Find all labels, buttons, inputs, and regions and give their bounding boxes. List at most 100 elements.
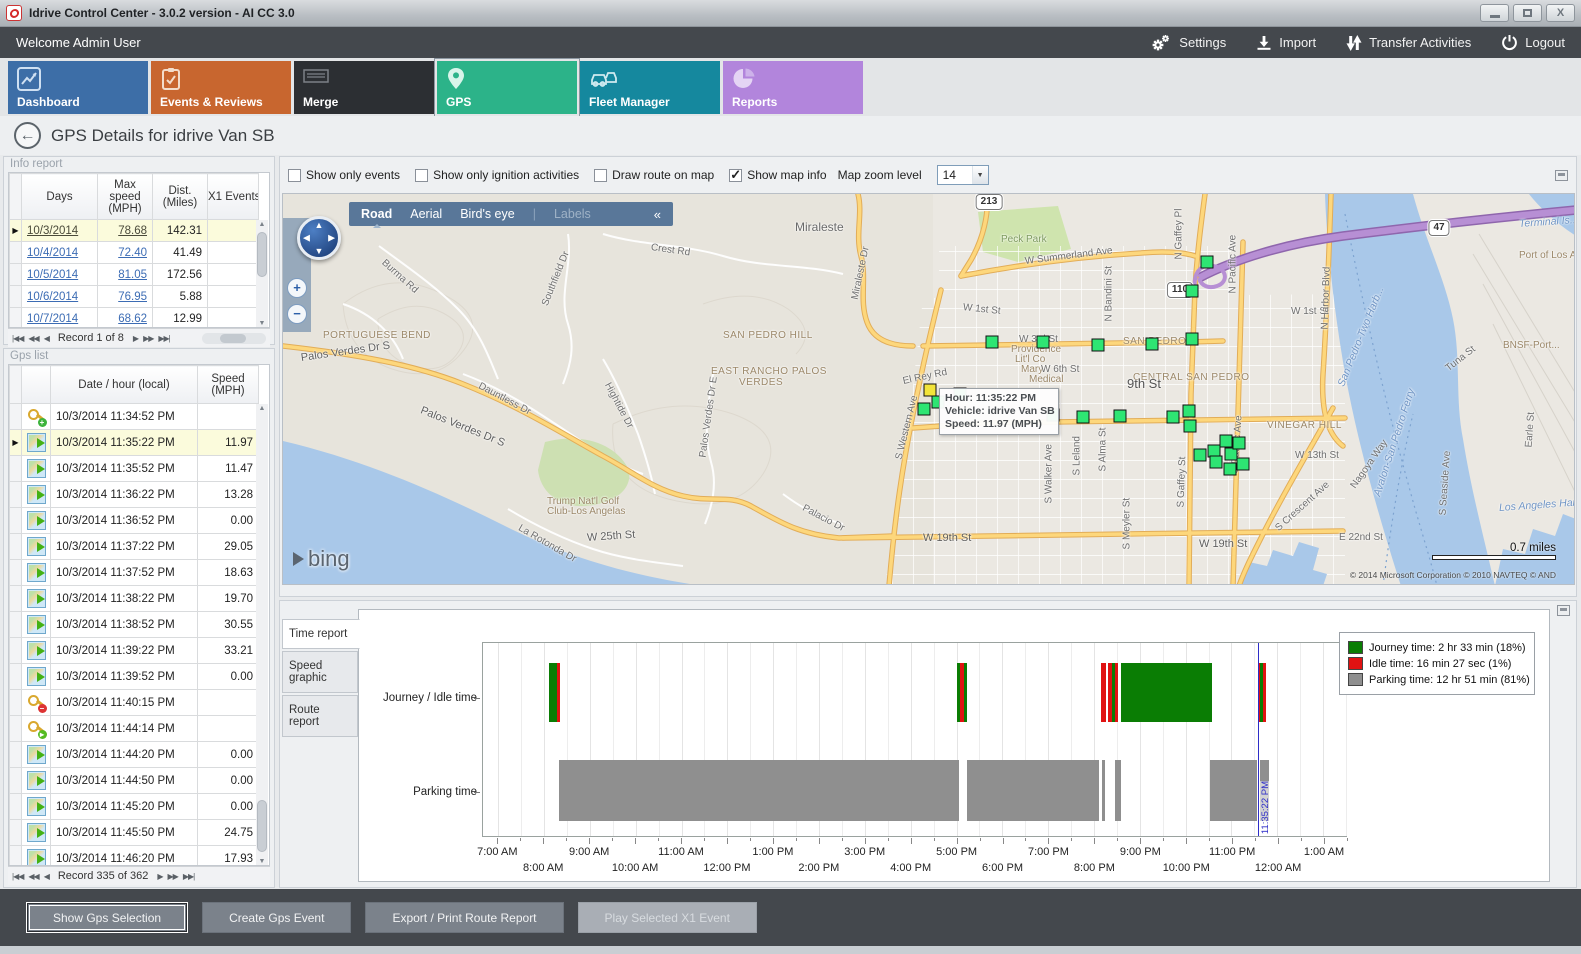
back-button[interactable]: ← xyxy=(14,122,41,149)
settings-button[interactable]: Settings xyxy=(1150,34,1226,52)
column-header-speed[interactable]: Speed (MPH) xyxy=(197,365,259,404)
create-gps-event-button[interactable]: Create Gps Event xyxy=(202,902,352,933)
checkbox-show-only-events[interactable]: Show only events xyxy=(288,168,400,182)
pager-prev-page-button[interactable]: ◀◀ xyxy=(28,333,39,343)
gps-point-marker[interactable] xyxy=(985,335,999,349)
column-header-dist[interactable]: Dist. (Miles) xyxy=(152,173,208,220)
transfer-activities-button[interactable]: Transfer Activities xyxy=(1346,34,1471,52)
horizontal-scrollbar[interactable] xyxy=(202,332,266,344)
collapse-panel-icon[interactable] xyxy=(1555,169,1568,181)
pager-next-button[interactable]: ▶ xyxy=(157,871,163,881)
gps-point-marker[interactable] xyxy=(1091,338,1105,352)
gps-point-marker[interactable] xyxy=(1223,462,1237,476)
list-item[interactable]: ▶ 10/3/2014 11:35:22 PM 11.97 xyxy=(9,429,259,456)
column-header-date-hour[interactable]: Date / hour (local) xyxy=(50,365,198,404)
gps-point-marker[interactable] xyxy=(1185,332,1199,346)
map-canvas[interactable]: Miraleste Crest Rd Burma Rd Southfield Dr Mi… xyxy=(282,193,1575,585)
day-link[interactable]: 10/6/2014 xyxy=(27,290,79,303)
pan-left-icon[interactable]: ◀ xyxy=(303,232,310,243)
map-type-collapse-icon[interactable]: « xyxy=(653,206,661,222)
import-button[interactable]: Import xyxy=(1256,35,1316,51)
gps-point-marker[interactable] xyxy=(917,402,931,416)
list-item[interactable]: –10/3/2014 11:40:15 PM xyxy=(9,689,259,716)
max-speed-link[interactable]: 72.40 xyxy=(118,246,147,259)
column-header-x1-events[interactable]: X1 Events xyxy=(207,173,259,220)
checkbox-draw-route[interactable]: Draw route on map xyxy=(594,168,714,182)
pager-prev-button[interactable]: ◀ xyxy=(43,333,50,343)
tab-g-p-s[interactable]: GPS xyxy=(437,60,577,114)
play-selected-x1-event-button[interactable]: Play Selected X1 Event xyxy=(577,902,757,933)
gps-point-marker[interactable] xyxy=(1209,455,1223,469)
gps-point-marker[interactable] xyxy=(1183,419,1197,433)
pager-next-page-button[interactable]: ▶▶ xyxy=(167,871,179,881)
list-item[interactable]: 10/3/2014 11:39:52 PM 0.00 xyxy=(9,663,259,690)
tab-fleet-manager[interactable]: Fleet Manager xyxy=(580,60,720,114)
gps-point-marker[interactable] xyxy=(1219,434,1233,448)
max-speed-link[interactable]: 76.95 xyxy=(118,290,147,303)
max-speed-link[interactable]: 78.68 xyxy=(118,224,147,237)
max-speed-link[interactable]: 68.62 xyxy=(118,312,147,325)
list-item[interactable]: 10/3/2014 11:36:52 PM 0.00 xyxy=(9,507,259,534)
table-row[interactable]: 10/4/2014 72.40 41.49 xyxy=(9,241,259,264)
maximize-button[interactable] xyxy=(1513,4,1542,22)
minimize-button[interactable] xyxy=(1480,4,1509,22)
pan-down-icon[interactable]: ▼ xyxy=(314,246,324,256)
map-type-aerial[interactable]: Aerial xyxy=(410,207,443,221)
pager-first-button[interactable]: |◀◀ xyxy=(12,871,24,881)
checkbox-show-map-info[interactable]: Show map info xyxy=(729,167,827,183)
list-item[interactable]: 10/3/2014 11:36:22 PM 13.28 xyxy=(9,481,259,508)
gps-point-marker[interactable] xyxy=(1076,410,1090,424)
table-row[interactable]: 10/7/2014 68.62 12.99 xyxy=(9,307,259,327)
checkbox-icon[interactable] xyxy=(288,168,301,182)
tab-reports[interactable]: Reports xyxy=(723,60,863,114)
export-print-route-report-button[interactable]: Export / Print Route Report xyxy=(365,902,564,933)
map-zoom-in-button[interactable]: + xyxy=(287,278,307,298)
checkbox-show-only-ignition[interactable]: Show only ignition activities xyxy=(415,168,579,182)
column-header-days[interactable]: Days xyxy=(21,173,98,220)
pager-next-page-button[interactable]: ▶▶ xyxy=(143,333,154,343)
gps-point-marker[interactable] xyxy=(1166,410,1180,424)
checkbox-icon[interactable] xyxy=(729,167,743,183)
list-item[interactable]: ▸ 10/3/2014 11:44:14 PM xyxy=(9,715,259,742)
map-zoom-level-select[interactable]: 14 ▼ xyxy=(936,165,989,185)
selected-gps-point-marker[interactable] xyxy=(923,383,937,397)
pager-prev-page-button[interactable]: ◀◀ xyxy=(28,871,39,881)
checkbox-icon[interactable] xyxy=(594,168,608,182)
gps-point-marker[interactable] xyxy=(1113,409,1127,423)
day-link[interactable]: 10/5/2014 xyxy=(27,268,79,281)
tab-merge[interactable]: Merge xyxy=(294,60,434,114)
tab-dashboard[interactable]: Dashboard xyxy=(8,60,148,114)
list-item[interactable]: +10/3/2014 11:34:52 PM xyxy=(9,403,259,430)
max-speed-link[interactable]: 81.05 xyxy=(118,268,147,281)
gps-point-marker[interactable] xyxy=(1200,255,1214,269)
gps-point-marker[interactable] xyxy=(1193,448,1207,462)
table-row[interactable]: 10/5/2014 81.05 172.56 xyxy=(9,263,259,286)
list-item[interactable]: 10/3/2014 11:45:50 PM 24.75 xyxy=(9,819,259,846)
table-row[interactable]: 10/6/2014 76.95 5.88 xyxy=(9,285,259,308)
list-item[interactable]: 10/3/2014 11:39:22 PM 33.21 xyxy=(9,637,259,664)
pager-next-button[interactable]: ▶ xyxy=(132,333,139,343)
gps-point-marker[interactable] xyxy=(1185,284,1199,298)
map-type-labels[interactable]: Labels xyxy=(553,207,591,221)
pan-up-icon[interactable]: ▲ xyxy=(314,220,324,230)
close-button[interactable]: X xyxy=(1546,4,1575,22)
tab-speed-graphic[interactable]: Speed graphic xyxy=(282,651,358,693)
map-type-road[interactable]: Road xyxy=(361,207,393,221)
gps-point-marker[interactable] xyxy=(1232,436,1246,450)
list-item[interactable]: 10/3/2014 11:37:22 PM 29.05 xyxy=(9,533,259,560)
collapse-panel-icon[interactable] xyxy=(1557,605,1570,616)
list-item[interactable]: 10/3/2014 11:45:20 PM 0.00 xyxy=(9,793,259,820)
pager-last-button[interactable]: ▶▶| xyxy=(158,333,170,343)
gps-point-marker[interactable] xyxy=(1036,335,1050,349)
list-item[interactable]: 10/3/2014 11:44:50 PM 0.00 xyxy=(9,767,259,794)
day-link[interactable]: 10/4/2014 xyxy=(27,246,79,259)
gps-point-marker[interactable] xyxy=(1182,404,1196,418)
tab-events-reviews[interactable]: Events & Reviews xyxy=(151,60,291,114)
column-header-max-speed[interactable]: Max speed (MPH) xyxy=(97,173,153,220)
list-item[interactable]: 10/3/2014 11:44:20 PM 0.00 xyxy=(9,741,259,768)
info-table-scrollbar[interactable]: ▲ ▼ xyxy=(256,220,268,327)
show-gps-selection-button[interactable]: Show Gps Selection xyxy=(26,902,189,933)
gps-point-marker[interactable] xyxy=(1236,457,1250,471)
tab-time-report[interactable]: Time report xyxy=(282,619,360,649)
pager-last-button[interactable]: ▶▶| xyxy=(182,871,195,881)
